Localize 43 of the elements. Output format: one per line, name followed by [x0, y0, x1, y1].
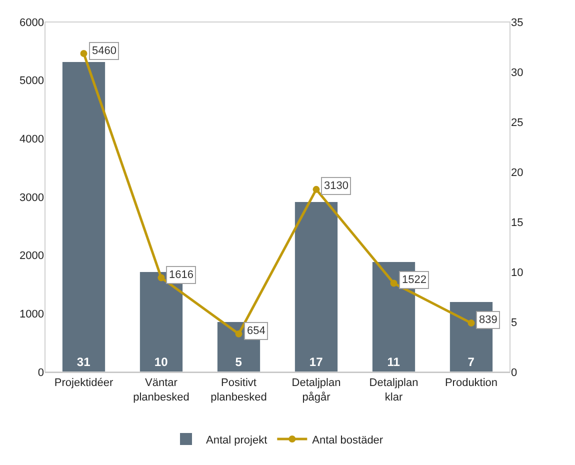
data-label: 5460: [92, 45, 116, 57]
y2-tick-label: 0: [511, 366, 518, 379]
y-tick-label: 4000: [20, 134, 44, 146]
y2-tick-label: 10: [511, 266, 524, 279]
data-label: 1616: [169, 269, 194, 281]
point: [390, 280, 398, 287]
data-label: 10: [154, 355, 168, 369]
y2-tick-label: 5: [511, 316, 518, 329]
y-tick-label: 5000: [20, 75, 44, 88]
data-label: 1522: [402, 274, 426, 286]
data-label: 5: [235, 355, 242, 369]
data-label: 7: [468, 355, 475, 369]
point: [158, 274, 165, 282]
x-tick-label: Produktion: [444, 377, 498, 390]
y-tick-label: 6000: [20, 16, 44, 29]
point: [468, 320, 475, 327]
point: [80, 50, 88, 57]
x-tick-label: Detaljplan klar: [369, 377, 418, 404]
x-tick-label: Projektidéer: [54, 377, 114, 390]
data-label: 11: [387, 355, 400, 369]
legend-label: Antal bostäder: [312, 434, 384, 446]
data-label: 654: [247, 325, 266, 337]
legend-label: Antal projekt: [206, 434, 268, 446]
y-tick-label: 3000: [20, 192, 44, 204]
bar: [62, 62, 106, 372]
y-tick-label: 1000: [20, 308, 44, 321]
point: [235, 330, 242, 338]
data-label: 31: [76, 355, 91, 369]
y2-tick-label: 35: [511, 16, 524, 29]
data-label: 17: [309, 355, 324, 369]
data-label: 3130: [324, 180, 348, 192]
x-tick-label: Väntar planbesked: [133, 377, 190, 404]
y2-tick-label: 25: [511, 116, 524, 129]
bar: [294, 202, 338, 372]
x-tick-label: Positivt planbesked: [210, 377, 267, 404]
data-label: 839: [479, 314, 498, 326]
x-tick-label: Detaljplan pågår: [292, 377, 341, 404]
y2-tick-label: 30: [511, 66, 524, 79]
point: [312, 186, 320, 193]
y-tick-label: 2000: [20, 250, 44, 262]
y2-tick-label: 20: [511, 166, 524, 179]
y-tick-label: 0: [38, 366, 44, 379]
y2-tick-label: 15: [511, 216, 524, 229]
